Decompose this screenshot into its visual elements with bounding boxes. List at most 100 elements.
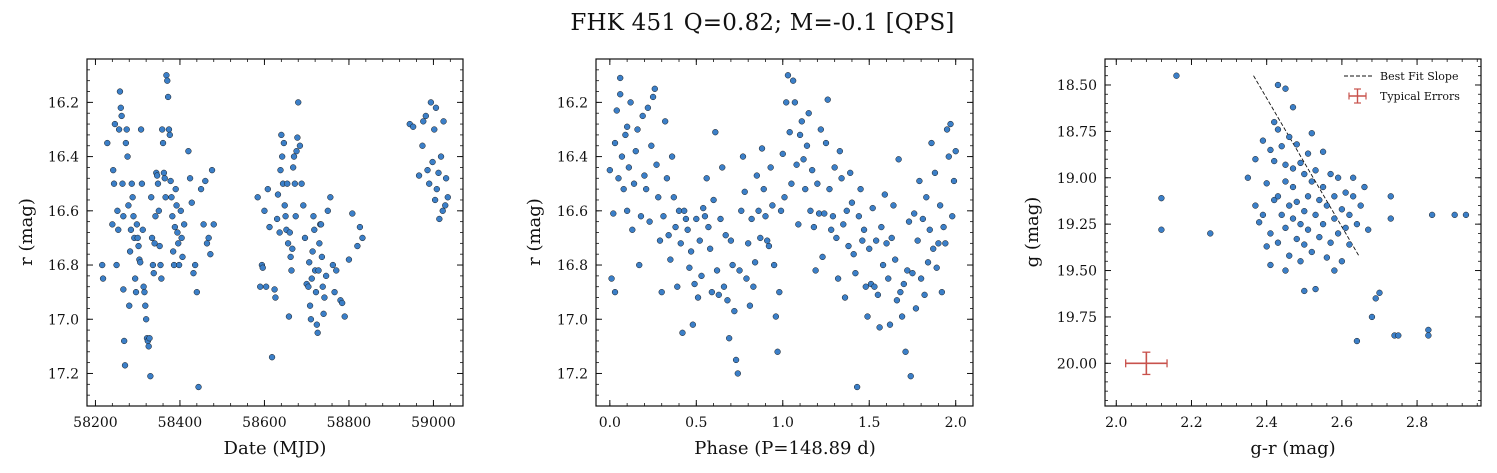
phased-data-point: [911, 210, 918, 217]
lightcurve-x-axis-label: Date (MJD): [224, 438, 327, 459]
color-magnitude-x-tick-label: 2.6: [1331, 415, 1353, 431]
phased-data-point: [700, 204, 707, 212]
color-magnitude-data-point: [1244, 174, 1252, 181]
phased-data-point: [945, 153, 952, 160]
phased-data-point: [900, 280, 907, 288]
phased-data-point: [644, 104, 652, 111]
lightcurve-data-point: [99, 275, 107, 282]
phased-data-point: [770, 261, 778, 269]
lightcurve-y-tick-label: 17.2: [48, 366, 79, 382]
lightcurve-data-point: [300, 202, 307, 209]
phased-data-point: [886, 321, 894, 328]
phased-data-point: [765, 242, 773, 250]
phased-data-point: [717, 215, 724, 223]
phased-data-point: [869, 204, 876, 212]
phased-x-tick-label: 1.5: [858, 415, 880, 431]
phased-data-point: [774, 348, 781, 355]
lightcurve-x-tick-label: 58600: [242, 415, 287, 431]
phased-data-point: [623, 123, 631, 130]
lightcurve-data-point: [165, 126, 173, 133]
lightcurve-data-point: [116, 88, 124, 95]
phased-data-point: [667, 256, 674, 263]
lightcurve-data-point: [274, 191, 282, 198]
phased-data-point: [767, 164, 774, 171]
lightcurve-data-point: [166, 131, 173, 139]
lightcurve-data-point: [200, 221, 207, 228]
lightcurve-data-point: [148, 234, 156, 242]
color-magnitude-data-point: [1323, 254, 1330, 261]
legend: Best Fit Slope Typical Errors: [1344, 70, 1460, 104]
phased-data-point: [864, 313, 871, 320]
color-magnitude-data-point: [1334, 230, 1342, 237]
phased-data-point: [933, 264, 940, 271]
phased-data-point: [689, 321, 696, 328]
lightcurve-data-point: [158, 275, 165, 282]
phased-data-point: [845, 242, 852, 250]
phased-data-point: [674, 283, 681, 290]
phased-y-tick-label: 16.6: [557, 204, 588, 220]
lightcurve-data-point: [139, 226, 146, 233]
phased-data-point: [643, 185, 650, 193]
color-magnitude-y-tick-label: 19.50: [1057, 264, 1097, 280]
phased-data-point: [739, 153, 747, 160]
lightcurve-y-axis-label: r (mag): [16, 198, 37, 266]
color-magnitude-data-point: [1286, 133, 1293, 141]
color-magnitude-data-point: [1259, 211, 1267, 219]
lightcurve-data-point: [210, 221, 217, 228]
phased-ticks: 0.0 0.5 1.0 1.5 2.0 16.2 16.4 16.6 16.8 17.0 17.2: [557, 58, 973, 431]
phased-data-point: [831, 164, 838, 171]
legend-label-best-fit: Best Fit Slope: [1380, 70, 1458, 83]
color-magnitude-y-tick-label: 18.50: [1057, 78, 1097, 94]
lightcurve-data-point: [420, 118, 427, 125]
phased-data-point: [776, 288, 783, 296]
lightcurve-data-point: [110, 180, 118, 187]
phased-data-point: [883, 240, 890, 247]
phased-data-point: [658, 288, 665, 296]
lightcurve-data-point: [262, 283, 270, 290]
lightcurve-data-point: [197, 185, 205, 193]
phased-data-point: [698, 272, 705, 280]
lightcurve-data-point: [320, 310, 327, 317]
color-magnitude-data-point: [1252, 156, 1259, 163]
typical-error-bar: [1125, 351, 1168, 376]
lightcurve-data-point: [290, 153, 298, 160]
color-magnitude-data-point: [1259, 137, 1267, 144]
lightcurve-data-point: [419, 142, 426, 149]
phased-data-point: [748, 215, 755, 223]
phased-data-point: [708, 288, 716, 296]
lightcurve-data-point: [290, 164, 297, 171]
lightcurve-y-tick-label: 17.0: [48, 312, 79, 328]
lightcurve-x-tick-label: 59000: [411, 415, 456, 431]
lightcurve-data-point: [356, 223, 364, 231]
color-magnitude-data-point: [1274, 81, 1282, 89]
lightcurve-data-point: [307, 316, 315, 323]
phased-data-point: [672, 223, 679, 231]
phased-data-point: [750, 283, 757, 290]
lightcurve-data-point: [169, 213, 176, 220]
phased-data-point: [712, 129, 719, 136]
lightcurve-y-tick-label: 16.4: [48, 150, 79, 166]
phased-data-point: [637, 213, 645, 220]
lightcurve-data-point: [268, 354, 276, 361]
phased-data-point: [751, 259, 759, 266]
phased-data-point: [905, 218, 913, 225]
phased-data-point: [734, 370, 741, 377]
lightcurve-data-point: [444, 194, 451, 201]
color-magnitude-data-point: [1256, 219, 1263, 226]
color-magnitude-data-point: [1327, 170, 1334, 178]
phased-data-point: [950, 177, 958, 185]
phased-y-tick-label: 16.8: [557, 258, 588, 274]
lightcurve-data-point: [175, 261, 183, 269]
lightcurve-data-point: [111, 120, 119, 128]
phased-data-point: [874, 291, 882, 299]
phased-data-point: [893, 297, 901, 304]
color-magnitude-data-point: [1271, 157, 1278, 165]
color-magnitude-data-point: [1319, 148, 1327, 155]
lightcurve-data-point: [431, 126, 438, 133]
lightcurve-data-point: [259, 264, 266, 271]
lightcurve-data-point: [284, 180, 291, 187]
lightcurve-data-point: [261, 207, 268, 214]
lightcurve-data-point: [114, 207, 121, 214]
color-magnitude-data-point: [1308, 178, 1315, 185]
phased-data-point: [660, 213, 667, 220]
